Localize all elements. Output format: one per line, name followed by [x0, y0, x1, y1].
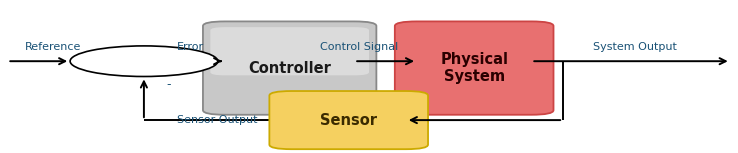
- Circle shape: [70, 46, 218, 76]
- FancyBboxPatch shape: [395, 21, 554, 115]
- Text: Error: Error: [177, 42, 204, 52]
- Text: Physical
System: Physical System: [440, 52, 508, 84]
- Text: Sensor: Sensor: [320, 113, 377, 128]
- Text: Sensor Output: Sensor Output: [177, 115, 258, 125]
- Text: Controller: Controller: [248, 61, 331, 76]
- FancyBboxPatch shape: [210, 27, 369, 75]
- FancyBboxPatch shape: [203, 21, 376, 115]
- Text: -: -: [166, 78, 170, 91]
- Text: Control Signal: Control Signal: [320, 42, 399, 52]
- FancyBboxPatch shape: [269, 91, 428, 149]
- Text: Reference: Reference: [25, 42, 81, 52]
- Text: System Output: System Output: [593, 42, 677, 52]
